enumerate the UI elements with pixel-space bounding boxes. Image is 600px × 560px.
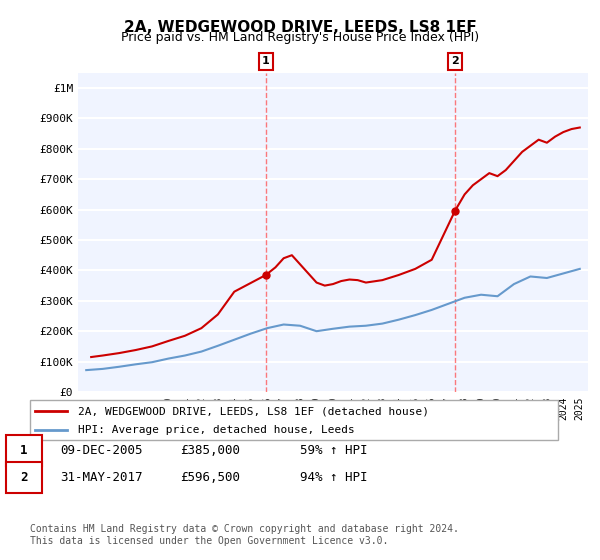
Text: Contains HM Land Registry data © Crown copyright and database right 2024.
This d: Contains HM Land Registry data © Crown c… [30, 524, 459, 546]
Text: 2A, WEDGEWOOD DRIVE, LEEDS, LS8 1EF (detached house): 2A, WEDGEWOOD DRIVE, LEEDS, LS8 1EF (det… [77, 407, 428, 417]
Text: 94% ↑ HPI: 94% ↑ HPI [300, 471, 367, 484]
Text: 2: 2 [451, 57, 459, 67]
Text: 1: 1 [262, 57, 270, 67]
Text: Price paid vs. HM Land Registry's House Price Index (HPI): Price paid vs. HM Land Registry's House … [121, 31, 479, 44]
Text: HPI: Average price, detached house, Leeds: HPI: Average price, detached house, Leed… [77, 425, 354, 435]
Text: 59% ↑ HPI: 59% ↑ HPI [300, 444, 367, 458]
Text: £385,000: £385,000 [180, 444, 240, 458]
FancyBboxPatch shape [30, 400, 558, 440]
Text: 2: 2 [20, 471, 28, 484]
Text: 2A, WEDGEWOOD DRIVE, LEEDS, LS8 1EF: 2A, WEDGEWOOD DRIVE, LEEDS, LS8 1EF [124, 20, 476, 35]
Text: 09-DEC-2005: 09-DEC-2005 [60, 444, 143, 458]
Text: 1: 1 [20, 444, 28, 458]
Text: 31-MAY-2017: 31-MAY-2017 [60, 471, 143, 484]
Text: £596,500: £596,500 [180, 471, 240, 484]
